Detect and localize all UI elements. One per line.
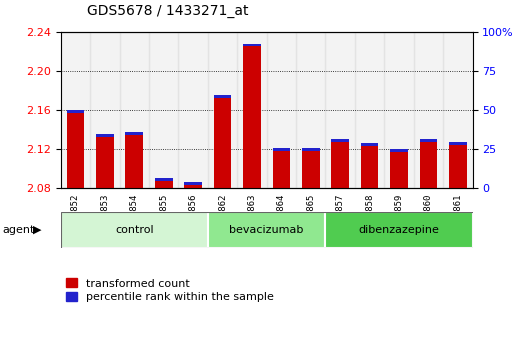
Bar [302,148,319,188]
Bar [67,110,84,113]
Bar [325,32,355,188]
Bar [184,182,202,185]
Bar [214,95,231,98]
Bar [90,32,119,188]
Bar [302,148,319,151]
Bar [214,95,231,188]
Bar [420,139,437,142]
Bar [325,212,473,248]
Bar [355,32,384,188]
Bar [119,32,149,188]
Bar [272,148,290,151]
Bar [243,44,261,46]
Bar [178,32,208,188]
Text: dibenzazepine: dibenzazepine [359,225,439,235]
Text: agent: agent [3,225,35,235]
Text: bevacizumab: bevacizumab [230,225,304,235]
Bar [390,149,408,152]
Text: ▶: ▶ [33,225,41,235]
Bar [332,139,349,142]
Text: GDS5678 / 1433271_at: GDS5678 / 1433271_at [87,4,249,18]
Bar [149,32,178,188]
Bar [96,134,114,137]
Bar [155,178,173,181]
Bar [61,212,208,248]
Bar [184,182,202,188]
Bar [155,178,173,188]
Bar [296,32,325,188]
Bar [332,139,349,188]
Bar [390,149,408,188]
Bar [208,32,237,188]
Bar [237,32,267,188]
Bar [96,134,114,188]
Bar [414,32,443,188]
Bar [449,142,467,145]
Bar [361,143,379,146]
Bar [208,212,325,248]
Bar [267,32,296,188]
Text: control: control [115,225,154,235]
Bar [67,110,84,188]
Bar [420,139,437,188]
Legend: transformed count, percentile rank within the sample: transformed count, percentile rank withi… [67,278,274,302]
Bar [449,142,467,188]
Bar [443,32,473,188]
Bar [361,143,379,188]
Bar [126,132,143,188]
Bar [126,132,143,135]
Bar [61,32,90,188]
Bar [243,44,261,188]
Bar [272,148,290,188]
Bar [384,32,414,188]
